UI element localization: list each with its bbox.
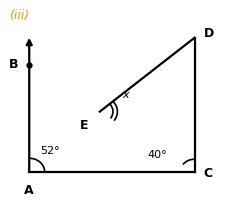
Text: 40°: 40° [147,150,166,160]
Text: 52°: 52° [40,146,60,156]
Text: A: A [24,183,34,197]
Text: D: D [202,27,213,40]
Text: x: x [121,90,128,100]
Text: E: E [80,119,88,132]
Text: (iii): (iii) [9,9,29,22]
Text: B: B [9,58,18,72]
Text: C: C [202,167,211,180]
